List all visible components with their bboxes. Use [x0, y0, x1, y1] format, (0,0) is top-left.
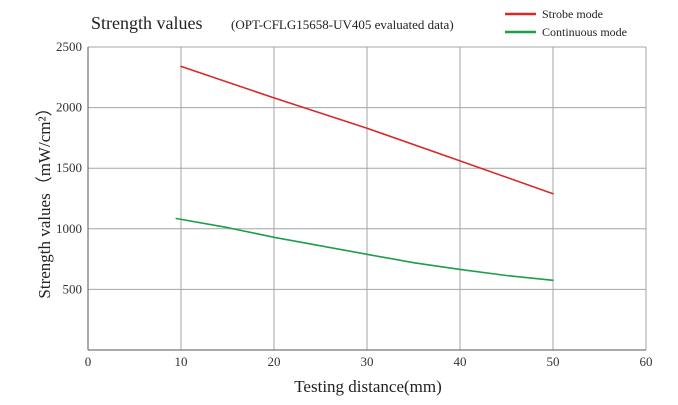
- x-tick-label-6: 60: [640, 354, 653, 369]
- x-axis-title: Testing distance(mm): [294, 377, 442, 396]
- strobe-mode-line: [180, 65, 554, 195]
- x-tick-label-0: 0: [85, 354, 92, 369]
- x-tick-label-5: 50: [547, 354, 560, 369]
- y-tick-label-0: 500: [63, 281, 83, 296]
- x-tick-label-2: 20: [268, 354, 281, 369]
- y-tick-label-3: 2000: [56, 100, 82, 115]
- x-tick-label-1: 10: [175, 354, 188, 369]
- y-tick-label-4: 2500: [56, 39, 82, 54]
- y-tick-label-2: 1500: [56, 160, 82, 175]
- tick-labels: 0 10 20 30 40 50 60 500 1000 1500 2000 2500: [56, 39, 653, 369]
- x-tick-label-4: 40: [454, 354, 467, 369]
- chart-title: Strength values: [91, 13, 202, 33]
- axes: [87, 47, 646, 351]
- legend: Strobe mode Continuous mode: [505, 7, 627, 39]
- legend-strobe-mode-label: Strobe mode: [542, 7, 603, 21]
- legend-continuous-mode-label: Continuous mode: [542, 25, 627, 39]
- y-tick-label-1: 1000: [56, 221, 82, 236]
- series-lines: [175, 65, 554, 282]
- chart-subtitle: (OPT-CFLG15658-UV405 evaluated data): [231, 17, 454, 32]
- continuous-mode-line: [175, 217, 554, 282]
- x-tick-label-3: 30: [361, 354, 374, 369]
- grid: [87, 46, 647, 350]
- y-axis-title: Strength values（mW/cm²）: [35, 99, 54, 298]
